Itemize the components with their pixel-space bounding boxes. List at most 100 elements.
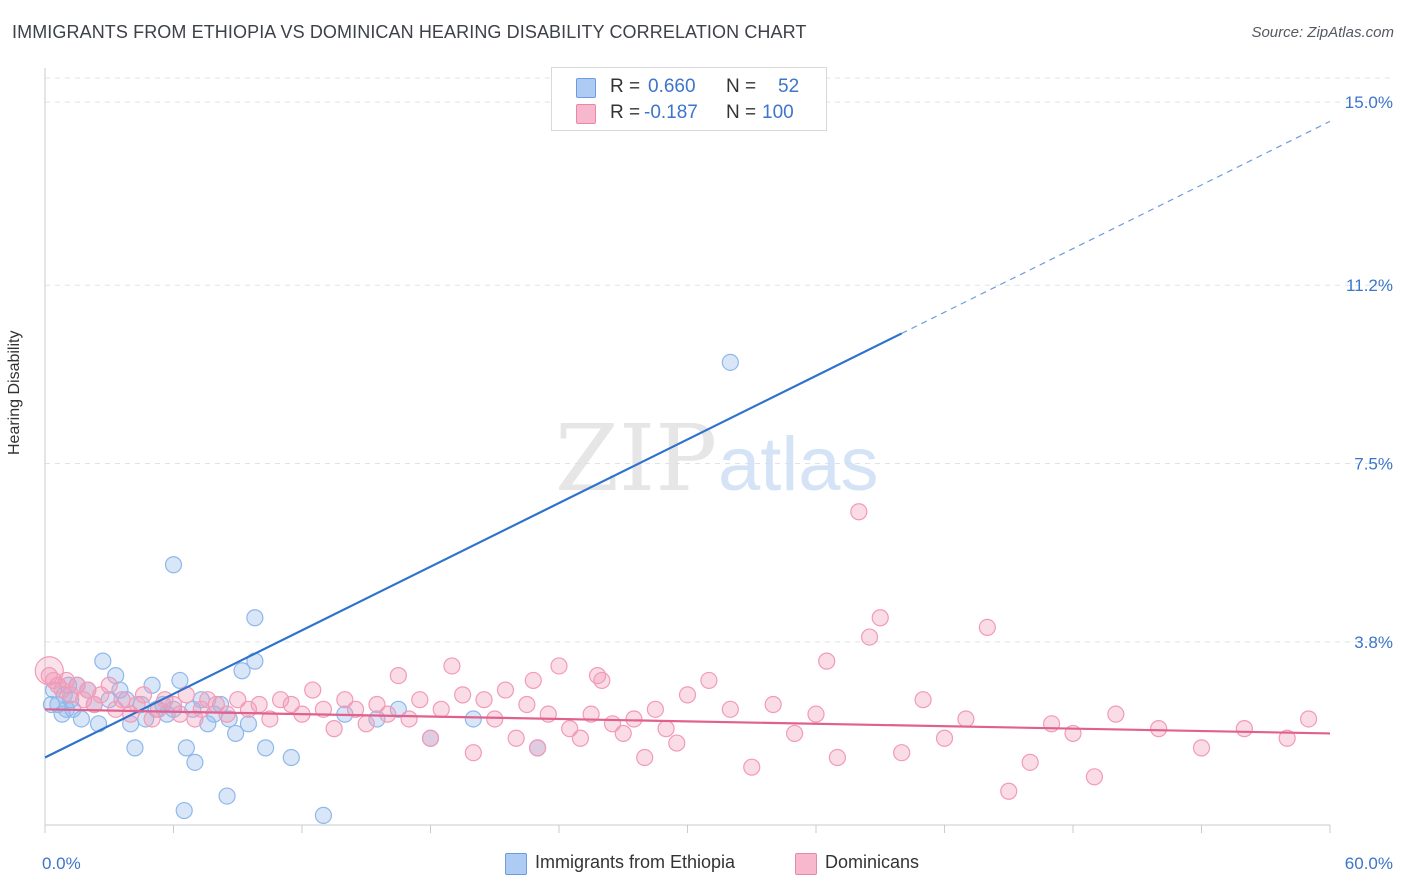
dominicans-point — [614, 724, 632, 743]
dominicans-point — [271, 691, 290, 709]
ethiopia-point — [314, 806, 333, 824]
ethiopia-point — [126, 739, 144, 757]
ethiopia-point — [227, 724, 245, 743]
dominicans-point — [721, 700, 739, 718]
dominicans-point — [625, 710, 643, 728]
dominicans-point — [935, 729, 954, 747]
dominicans-point — [443, 657, 461, 675]
dominicans-point — [764, 695, 782, 714]
dominicans-point — [1150, 720, 1168, 738]
dominicans-point — [134, 686, 153, 704]
chart-title: IMMIGRANTS FROM ETHIOPIA VS DOMINICAN HE… — [12, 22, 807, 42]
dominicans-point — [507, 729, 525, 747]
ethiopia-point — [256, 739, 275, 757]
source-label: Source: ZipAtlas.com — [1251, 24, 1394, 41]
dominicans-point — [657, 720, 675, 738]
dominicans-point — [85, 695, 103, 714]
ethiopia-point — [177, 739, 195, 757]
dominicans-point — [1192, 739, 1211, 757]
dominicans-point — [432, 700, 450, 718]
dominicans-point — [454, 686, 472, 704]
dominicans-point — [186, 710, 204, 728]
dominicans-point — [92, 686, 110, 704]
dominicans-point — [561, 720, 579, 738]
dominicans-point — [871, 609, 889, 627]
ethiopia-point — [233, 662, 251, 680]
dominicans-point — [914, 691, 932, 709]
ethiopia-point — [171, 671, 189, 690]
y-tick-label: 15.0% — [1345, 93, 1393, 112]
dominicans-point — [571, 729, 590, 747]
legend-r-label: R = — [610, 76, 641, 97]
dominicans-point — [314, 700, 333, 718]
dominicans-point — [100, 676, 118, 694]
dominicans-point — [62, 686, 80, 704]
ethiopia-point — [143, 676, 161, 694]
legend-n-value: 52 — [778, 76, 800, 97]
dominicans-point — [368, 695, 386, 714]
ethiopia-point — [186, 753, 204, 771]
ethiopia-trend-extension — [901, 120, 1331, 334]
ethiopia-point — [464, 710, 482, 728]
dominicans-point — [550, 657, 568, 675]
dominicans-point — [250, 695, 268, 714]
watermark-atlas: atlas — [718, 422, 879, 507]
dominicans-point — [582, 705, 600, 723]
dominicans-point — [818, 652, 836, 670]
dominicans-point — [528, 739, 547, 757]
legend-swatch-dominicans — [576, 104, 596, 124]
ethiopia-point — [175, 801, 193, 820]
dominicans-point — [421, 729, 440, 747]
dominicans-point — [588, 666, 607, 685]
dominicans-point — [700, 671, 718, 690]
dominicans-point — [389, 666, 407, 685]
bottom-legend-label: Immigrants from Ethiopia — [535, 852, 736, 872]
dominicans-point — [743, 758, 761, 776]
ethiopia-point — [282, 748, 300, 767]
ethiopia-point — [94, 652, 112, 670]
x-tick-label: 0.0% — [42, 854, 81, 873]
dominicans-point — [668, 734, 686, 752]
ethiopia-point — [199, 715, 217, 733]
dominicans-point — [518, 695, 536, 714]
bottom-legend-swatch-dominicans — [795, 853, 817, 875]
legend-n-value: 100 — [762, 102, 794, 123]
ethiopia-point — [239, 715, 258, 733]
dominicans-point — [229, 691, 247, 709]
dominicans-point — [1000, 782, 1018, 800]
dominicans-point — [304, 681, 322, 699]
dominicans-point — [807, 705, 825, 723]
bottom-legend-label: Dominicans — [825, 852, 920, 872]
dominicans-point — [68, 676, 86, 694]
dominicans-point — [282, 695, 300, 714]
dominicans-point — [1235, 720, 1253, 738]
dominicans-point — [346, 700, 365, 718]
tick-labels: 3.8% 7.5% 11.2% 15.0% 0.0% 60.0% — [42, 93, 1393, 873]
ethiopia-trend-line — [44, 332, 903, 759]
dominicans-point — [475, 691, 493, 709]
dominicans-point — [171, 705, 189, 723]
dominicans-point — [524, 671, 542, 690]
ethiopia-point — [389, 700, 407, 718]
dominicans-point — [218, 705, 236, 723]
legend-r-value: -0.187 — [644, 102, 698, 123]
y-axis-label: Hearing Disability — [6, 330, 23, 456]
dominicans-point — [646, 700, 664, 718]
legend-n-label: N = — [726, 76, 757, 97]
y-tick-label: 7.5% — [1354, 455, 1393, 474]
grid — [45, 77, 1395, 643]
trend-lines — [44, 120, 1331, 759]
watermark: ZIP atlas — [555, 405, 879, 512]
dominicans-point — [678, 686, 697, 704]
y-tick-label: 11.2% — [1346, 276, 1393, 295]
dominicans-point — [34, 656, 64, 686]
ethiopia-point — [721, 353, 739, 371]
dominicans-point — [336, 691, 354, 709]
ethiopia-point — [164, 556, 183, 574]
dominicans-point — [79, 681, 97, 699]
legend-r-value: 0.660 — [648, 76, 696, 97]
dominicans-point — [113, 691, 131, 709]
watermark-zip: ZIP — [555, 405, 717, 512]
legend-n-label: N = — [726, 102, 757, 123]
legend-r-label: R = — [610, 102, 641, 123]
